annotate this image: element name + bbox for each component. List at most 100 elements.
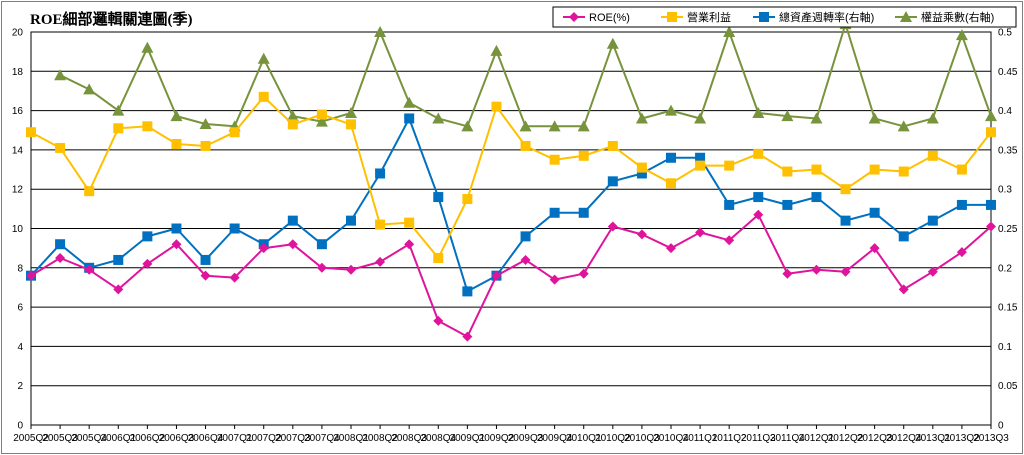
x-tick-label: 2008Q2 [362,433,398,444]
data-point [461,120,474,132]
x-tick-label: 2009Q3 [508,433,544,444]
data-point [258,91,269,102]
y-left-tick-label: 4 [17,342,23,353]
x-tick-label: 2013Q3 [973,433,1009,444]
legend-swatch-marker [759,12,769,22]
data-point [346,215,356,226]
x-tick-label: 2012Q1 [799,433,835,444]
data-point [375,256,386,267]
data-point [635,112,648,124]
data-point [606,37,619,49]
series-0 [26,209,996,342]
x-tick-label: 2008Q4 [420,433,456,444]
grid-layer [30,31,992,426]
data-point [607,176,618,187]
data-point [374,26,387,37]
y-right-tick-label: 0.45 [998,67,1018,78]
data-point [956,199,967,210]
x-tick-label: 2009Q1 [450,433,486,444]
y-right-tick-label: 0.1 [998,342,1012,353]
data-point [549,154,560,165]
data-point [869,243,880,254]
data-point [257,52,270,64]
data-point [927,215,938,226]
data-point [811,192,822,203]
y-right-tick-label: 0.3 [998,185,1012,196]
y-right-tick-label: 0.2 [998,263,1012,274]
data-point [84,186,95,197]
data-point [141,41,154,53]
data-point [782,199,793,210]
data-point [113,254,124,265]
y-left-tick-label: 10 [12,224,24,235]
data-point [519,120,532,132]
y-left-tick-label: 6 [17,303,23,314]
data-point [753,148,764,159]
y-left-tick-label: 18 [12,67,24,78]
data-point [694,112,707,124]
x-tick-label: 2012Q2 [828,433,864,444]
x-tick-label: 2007Q2 [246,433,282,444]
data-point [781,110,794,122]
data-point [142,231,153,242]
data-point [199,117,212,129]
data-point [898,166,909,177]
data-point [171,239,182,250]
y-right-tick-label: 0.4 [998,106,1012,117]
data-point [54,69,67,81]
data-point [986,221,996,232]
data-point [578,207,589,218]
x-tick-label: 2009Q2 [479,433,515,444]
data-point [520,254,531,265]
data-point [404,217,415,228]
data-point [723,26,736,37]
data-point [636,162,647,173]
data-point [666,243,676,254]
data-point [84,264,95,275]
legend-label: 營業利益 [687,10,731,24]
data-point [695,227,706,238]
data-point [433,315,444,326]
data-point [83,83,96,95]
x-tick-label: 2005Q3 [42,433,78,444]
data-point [403,96,416,108]
y-right-tick-label: 0.5 [998,28,1012,39]
data-point [316,262,327,273]
data-point [113,284,124,295]
data-point [636,168,647,179]
x-tick-label: 2013Q2 [944,433,980,444]
data-point [548,120,561,132]
data-point [287,215,298,226]
data-point [26,127,36,138]
y-left-tick-label: 0 [17,421,23,432]
data-point [316,239,327,250]
data-point [810,112,823,124]
data-point [520,140,531,151]
x-tick-label: 2011Q3 [741,433,776,444]
data-point [113,123,124,134]
data-point [345,106,357,118]
data-point [404,239,415,250]
x-tick-label: 2011Q4 [770,433,805,444]
y-left-tick-label: 20 [12,28,24,39]
data-point [578,150,589,161]
legend-swatch-marker [900,11,912,22]
data-point [724,160,735,171]
data-point [927,266,938,277]
series-line [30,213,992,338]
data-point [955,29,968,41]
data-point [462,194,473,205]
data-point [520,231,531,242]
data-point [287,119,298,130]
x-tick-label: 2007Q1 [217,433,253,444]
data-point [170,110,183,122]
data-point [462,331,473,342]
data-point [607,221,618,232]
x-tick-label: 2006Q4 [188,433,224,444]
data-point [607,140,618,151]
data-point [549,207,560,218]
series-line [30,95,992,259]
x-tick-label: 2009Q4 [537,433,573,444]
data-point [868,112,881,124]
